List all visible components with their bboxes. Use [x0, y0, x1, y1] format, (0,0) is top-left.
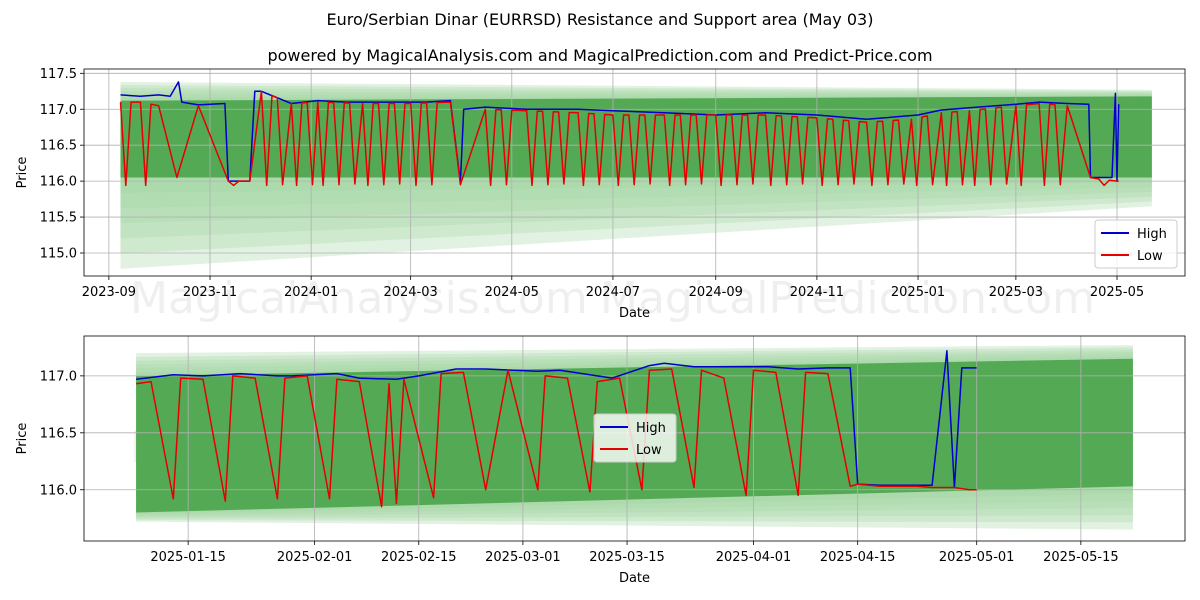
x-tick-label: 2025-01-15: [150, 550, 226, 565]
x-tick-label: 2025-05-01: [939, 550, 1015, 565]
series-line-low: [135, 368, 977, 508]
x-tick-label: 2023-11: [183, 285, 237, 300]
y-axis-label: Price: [15, 157, 30, 189]
watermark-2: MagicalPrediction.com: [600, 273, 1095, 324]
x-tick-label: 2025-05: [1090, 285, 1144, 300]
y-tick-label: 116.0: [40, 175, 77, 190]
y-axis-label: Price: [15, 423, 30, 455]
legend-label-low: Low: [636, 443, 662, 458]
chart-subtitle: powered by MagicalAnalysis.com and Magic…: [267, 46, 933, 65]
series-line-high: [136, 350, 977, 489]
top-plot: 2023-09 2023-11 2024-01 2024-03 2024-05 2024-…: [15, 67, 1186, 321]
x-tick-label: 2025-05-15: [1043, 550, 1119, 565]
y-tick-label: 116.5: [40, 139, 77, 154]
x-tick-label: 2024-01: [284, 285, 338, 300]
series-line-high: [120, 81, 1120, 184]
x-tick-label: 2025-03-01: [485, 550, 561, 565]
x-axis-label: Date: [619, 306, 650, 321]
plot-area: [84, 69, 1185, 276]
x-tick-label: 2025-04-15: [820, 550, 896, 565]
x-tick-label: 2024-11: [790, 285, 844, 300]
series-line-low: [119, 90, 1119, 187]
x-tick-label: 2025-04-01: [716, 550, 792, 565]
x-tick-label: 2025-03: [989, 285, 1043, 300]
x-tick-label: 2024-07: [586, 285, 640, 300]
y-tick-label: 115.0: [40, 247, 77, 262]
x-tick-label: 2024-03: [383, 285, 437, 300]
x-tick-label: 2025-02-01: [277, 550, 353, 565]
legend-label-high: High: [636, 421, 666, 436]
bottom-plot: 2025-01-15 2025-02-01 2025-02-15 2025-03-01…: [15, 335, 1186, 586]
legend: High Low: [1094, 219, 1178, 269]
x-tick-label: 2025-03-15: [589, 550, 665, 565]
y-tick-label: 117.0: [40, 369, 77, 384]
y-tick-label: 115.5: [40, 211, 77, 226]
legend-label-high: High: [1137, 227, 1167, 242]
plot-frame: [83, 335, 1186, 542]
y-tick-label: 116.5: [40, 426, 77, 441]
x-tick-label: 2023-09: [82, 285, 136, 300]
x-tick-label: 2025-02-15: [381, 550, 457, 565]
legend-label-low: Low: [1137, 249, 1163, 264]
x-axis-label: Date: [619, 571, 650, 586]
watermark-1: MagicalAnalysis.com: [130, 273, 588, 324]
x-tick-label: 2024-09: [689, 285, 743, 300]
y-tick-label: 116.0: [40, 483, 77, 498]
y-tick-label: 117.0: [40, 103, 77, 118]
legend: High Low: [593, 413, 677, 463]
x-tick-label: 2024-05: [485, 285, 539, 300]
y-tick-label: 117.5: [40, 67, 77, 82]
plot-frame: [83, 68, 1186, 277]
chart-title: Euro/Serbian Dinar (EURRSD) Resistance a…: [326, 10, 874, 29]
x-tick-label: 2025-01: [891, 285, 945, 300]
